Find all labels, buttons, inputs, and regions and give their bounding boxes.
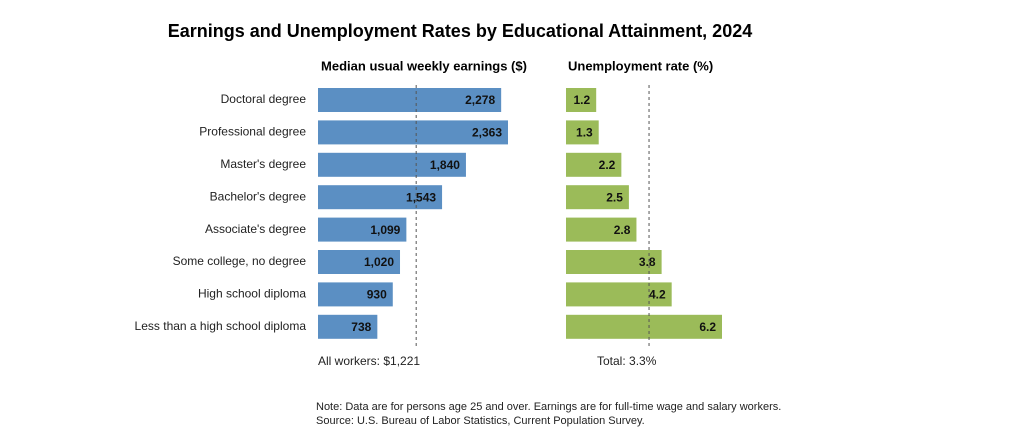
bar — [566, 282, 672, 307]
value-label: 1,543 — [406, 190, 436, 204]
value-label: 738 — [351, 320, 371, 334]
value-label: 1,840 — [430, 158, 460, 172]
bar — [318, 185, 443, 210]
bar — [318, 250, 401, 274]
bar — [318, 282, 393, 307]
value-label: 2.8 — [614, 223, 631, 237]
reference-label: Total: 3.3% — [597, 354, 657, 368]
category-label: Associate's degree — [205, 222, 306, 236]
bar — [566, 314, 722, 339]
value-label: 3.8 — [639, 255, 656, 269]
category-label: Less than a high school diploma — [135, 319, 307, 333]
bar — [566, 152, 622, 177]
value-label: 2,278 — [465, 93, 495, 107]
category-label: High school diploma — [198, 287, 306, 301]
value-label: 930 — [367, 288, 387, 302]
source: Source: U.S. Bureau of Labor Statistics,… — [316, 415, 645, 427]
category-label: Bachelor's degree — [210, 189, 307, 203]
reference-label: All workers: $1,221 — [318, 354, 420, 368]
bar — [566, 88, 597, 112]
bar — [318, 217, 407, 242]
bar — [566, 217, 637, 242]
note: Note: Data are for persons age 25 and ov… — [316, 401, 781, 413]
value-label: 1,020 — [364, 255, 394, 269]
bar — [566, 250, 662, 274]
bar — [566, 185, 629, 210]
value-label: 4.2 — [649, 288, 666, 302]
chart-title: Earnings and Unemployment Rates by Educa… — [168, 21, 752, 41]
category-label: Master's degree — [220, 157, 306, 171]
value-label: 1.2 — [574, 93, 591, 107]
category-label: Some college, no degree — [173, 254, 307, 268]
value-label: 2,363 — [472, 126, 502, 140]
category-label: Professional degree — [199, 125, 306, 139]
bar — [318, 120, 508, 145]
panel-title: Unemployment rate (%) — [568, 58, 713, 73]
bar — [318, 314, 378, 339]
value-label: 1,099 — [370, 223, 400, 237]
value-label: 2.5 — [606, 190, 623, 204]
bar — [566, 120, 599, 145]
category-label: Doctoral degree — [221, 92, 307, 106]
bar — [318, 88, 502, 112]
bar — [318, 152, 466, 177]
value-label: 1.3 — [576, 126, 593, 140]
panel-title: Median usual weekly earnings ($) — [321, 58, 527, 73]
value-label: 2.2 — [599, 158, 616, 172]
value-label: 6.2 — [699, 320, 716, 334]
